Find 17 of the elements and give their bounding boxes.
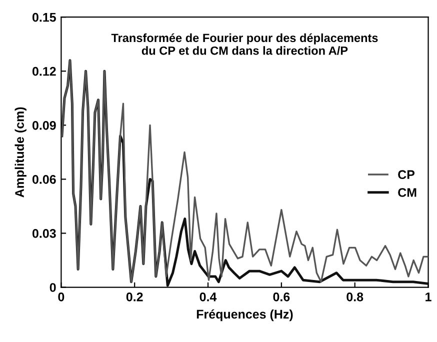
text: Transformée de Fourier pour des déplacements du CP et du CM dans la direction A/P <box>111 33 378 55</box>
legend-label: CP <box>398 170 415 180</box>
y-tick-label: 0.03 <box>32 229 56 238</box>
x-tick-label: 0 <box>58 292 64 302</box>
x-tick-label: 0.8 <box>346 292 364 302</box>
x-tick-label: 0.4 <box>200 292 217 302</box>
legend-label: CM <box>398 188 416 197</box>
x-axis-title: Fréquences (Hz) <box>196 309 293 322</box>
x-tick-label: 1 <box>426 292 432 302</box>
y-axis-title: Amplitude (cm) <box>14 107 26 198</box>
y-tick-label: 0 <box>50 283 56 292</box>
x-tick-label: 0.2 <box>126 292 143 302</box>
y-tick-label: 0.06 <box>32 175 56 184</box>
y-tick-label: 0.09 <box>32 120 56 130</box>
x-tick-label: 0.6 <box>273 292 290 302</box>
y-tick-label: 0.12 <box>32 66 56 76</box>
y-tick-label: 0.15 <box>32 12 56 22</box>
